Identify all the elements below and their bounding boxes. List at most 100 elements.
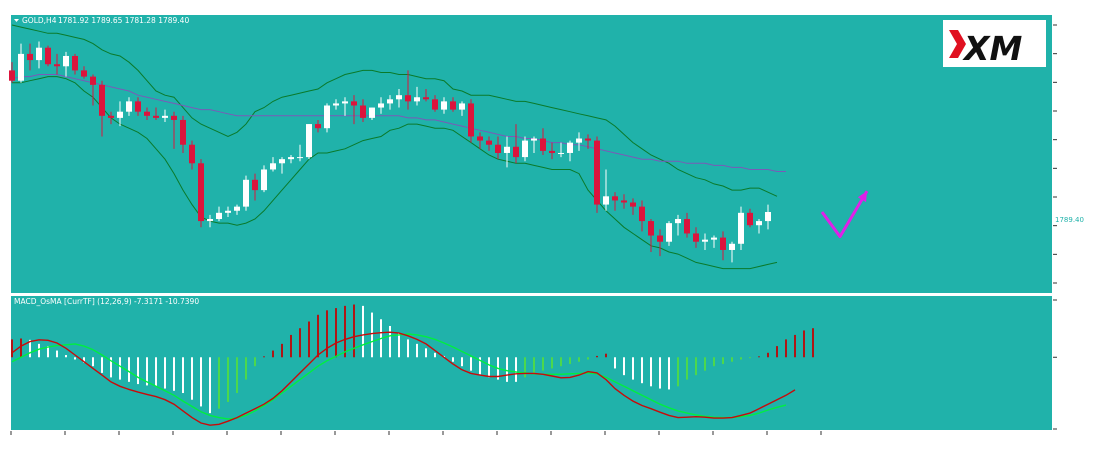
candle xyxy=(342,97,348,116)
candle-body xyxy=(648,221,654,236)
signal-line xyxy=(11,333,787,420)
candle-body xyxy=(522,140,528,158)
xm-logo: XM xyxy=(943,20,1046,68)
candle xyxy=(756,219,762,234)
macd-panel-background[interactable] xyxy=(10,295,1053,431)
macd-panel-border xyxy=(10,295,1053,431)
candle xyxy=(621,194,627,209)
candle xyxy=(585,134,591,149)
macd-axis-label: 0.00 xyxy=(1058,354,1074,362)
candle xyxy=(495,136,501,160)
candle xyxy=(72,53,78,75)
candle-body xyxy=(243,179,249,207)
candle xyxy=(459,101,465,116)
candle-body xyxy=(414,97,420,102)
forecast-arrow-line xyxy=(820,190,869,239)
candle xyxy=(225,206,231,217)
dropdown-triangle-icon[interactable] xyxy=(14,19,19,22)
time-axis-label: 17 Feb 01:00 xyxy=(659,436,705,444)
candle-body xyxy=(162,115,168,118)
candle xyxy=(747,208,753,228)
candle-body xyxy=(729,243,735,250)
candle xyxy=(684,212,690,238)
candle xyxy=(720,231,726,261)
candle xyxy=(576,132,582,151)
candle xyxy=(234,204,240,215)
candle xyxy=(81,66,87,79)
candle-body xyxy=(459,103,465,110)
candle-body xyxy=(405,95,411,102)
candle xyxy=(99,80,105,137)
candle xyxy=(513,124,519,164)
candle-body xyxy=(63,55,69,67)
time-axis-label: 1 Feb 21:00 xyxy=(65,436,106,444)
candle-body xyxy=(207,219,213,222)
current-price-box xyxy=(1053,214,1083,224)
candle-body xyxy=(9,70,15,81)
candle xyxy=(549,142,555,160)
candle xyxy=(153,107,159,120)
candle-body xyxy=(747,212,753,226)
time-axis-label: 10 Feb 21:00 xyxy=(443,436,489,444)
candle xyxy=(279,157,285,174)
symbol-header: GOLD,H4 xyxy=(22,16,57,25)
candle xyxy=(54,53,60,75)
candle xyxy=(90,74,96,106)
forecast-arrow-head-icon xyxy=(857,191,867,203)
candle xyxy=(522,136,528,162)
candle xyxy=(468,99,474,143)
candle-body xyxy=(198,163,204,222)
candle xyxy=(297,144,303,162)
candle-body xyxy=(765,211,771,222)
candle xyxy=(729,241,735,263)
candle-body xyxy=(180,119,186,145)
candle xyxy=(189,140,195,170)
candle xyxy=(45,45,51,67)
candle-body xyxy=(486,140,492,145)
price-axis-label: 1786.95 xyxy=(1058,223,1087,231)
candle-body xyxy=(756,221,762,226)
candle-body xyxy=(558,152,564,154)
candle xyxy=(558,142,564,158)
logo-text: XM xyxy=(962,29,1022,68)
candle xyxy=(765,204,771,230)
price-header: GOLD,H4 1781.92 1789.65 1781.28 1789.40 xyxy=(14,16,189,25)
candle-body xyxy=(333,103,339,106)
candle xyxy=(441,97,447,114)
candle xyxy=(405,70,411,110)
candle-body xyxy=(117,111,123,118)
candle xyxy=(567,140,573,162)
candle xyxy=(666,221,672,246)
price-axis-label: 1872.95 xyxy=(1058,22,1087,30)
price-panel-background[interactable] xyxy=(10,14,1053,294)
candle xyxy=(126,97,132,116)
candle xyxy=(243,175,249,211)
candle-body xyxy=(576,138,582,143)
candle-body xyxy=(693,233,699,242)
candle xyxy=(288,155,294,164)
moving-average-line xyxy=(11,74,786,172)
candle xyxy=(657,229,663,257)
logo-chevron-icon xyxy=(949,30,966,58)
candle-body xyxy=(81,70,87,77)
candle xyxy=(360,99,366,123)
bollinger-upper-line xyxy=(11,24,778,197)
candle-body xyxy=(261,169,267,191)
candle xyxy=(504,136,510,168)
candle-body xyxy=(684,219,690,234)
candle-body xyxy=(495,144,501,153)
price-panel-border xyxy=(10,14,1053,294)
price-axis-label: 1836.20 xyxy=(1058,108,1087,116)
candle-body xyxy=(315,124,321,129)
candle-body xyxy=(306,124,312,158)
candle xyxy=(207,214,213,228)
candle xyxy=(387,95,393,110)
candle xyxy=(477,132,483,149)
candle xyxy=(630,198,636,215)
candle xyxy=(603,169,609,211)
candle xyxy=(171,111,177,149)
time-axis-label: 9 Feb 21:00 xyxy=(389,436,430,444)
candle-body xyxy=(423,97,429,100)
candle xyxy=(738,206,744,250)
